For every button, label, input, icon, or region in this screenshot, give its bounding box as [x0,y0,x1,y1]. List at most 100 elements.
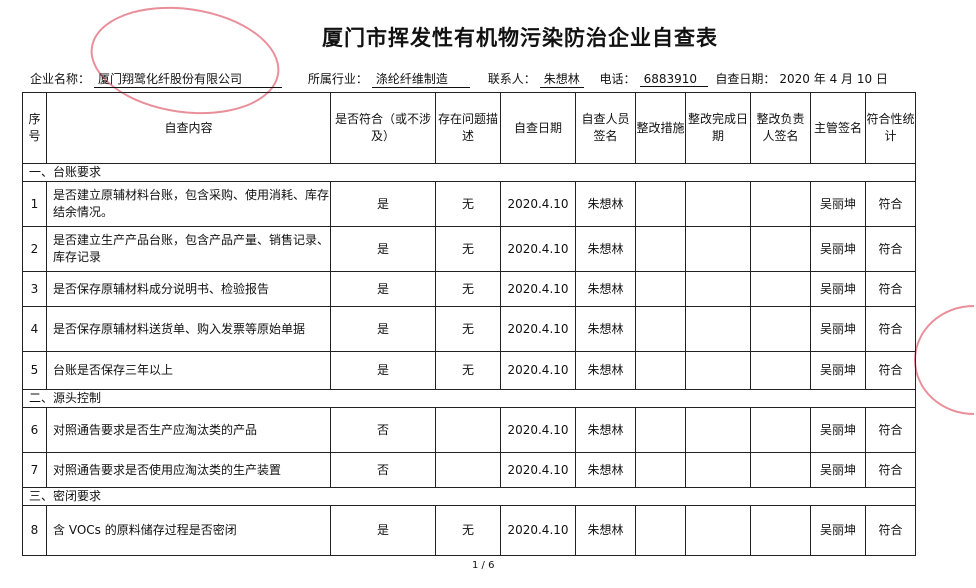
cell-content: 含 VOCs 的原料储存过程是否密闭 [46,505,331,556]
cell-supervisor: 吴丽坤 [810,226,866,272]
industry-label: 所属行业： [307,72,368,86]
company-label: 企业名称： [30,72,91,86]
contact: 朱想林 [539,70,584,88]
cell-issue: 无 [435,181,501,227]
cell-no: 7 [22,452,47,488]
cell-inspector: 朱想林 [575,452,636,488]
cell-date: 2020.4.10 [500,181,576,227]
cell-empty [635,351,686,390]
section-title: 三、密闭要求 [22,487,916,506]
info-line: 企业名称： 厦门翔鹭化纤股份有限公司 所属行业： 涤纶纤维制造 联系人： 朱想林 电话… [30,70,892,88]
cell-inspector: 朱想林 [575,271,636,307]
contact-label: 联系人： [487,72,536,86]
column-header: 存在问题描述 [435,92,501,164]
table-row: 2 是否建立生产产品台账，包含产品产量、销售记录、库存记录是无 2020.4.10 朱… [22,226,916,272]
cell-empty [750,407,811,453]
inspection-date: 2020 年 4 月 10 日 [779,72,888,86]
cell-empty [685,351,751,390]
cell-empty [635,505,686,556]
cell-no: 5 [22,351,47,390]
cell-date: 2020.4.10 [500,505,576,556]
page-title: 厦门市挥发性有机物污染防治企业自查表 [322,26,718,50]
cell-issue: 无 [435,271,501,307]
cell-date: 2020.4.10 [500,226,576,272]
cell-empty [750,181,811,227]
cell-date: 2020.4.10 [500,271,576,307]
cell-inspector: 朱想林 [575,306,636,352]
cell-comply: 是 [330,351,436,390]
cell-date: 2020.4.10 [500,407,576,453]
column-header: 主管签名 [810,92,866,164]
date-label: 自查日期： [715,72,776,86]
section-row: 一、台账要求 [22,163,916,182]
cell-empty [750,505,811,556]
cell-stat: 符合 [865,407,916,453]
cell-empty [635,306,686,352]
cell-inspector: 朱想林 [575,226,636,272]
column-header: 自查日期 [500,92,576,164]
cell-date: 2020.4.10 [500,452,576,488]
cell-empty [685,306,751,352]
cell-content: 是否保存原辅材料成分说明书、检验报告 [46,271,331,307]
cell-inspector: 朱想林 [575,181,636,227]
cell-empty [750,226,811,272]
cell-empty [635,407,686,453]
company-seal-right [914,305,974,415]
cell-empty [685,181,751,227]
column-header: 自查人员签名 [575,92,636,164]
cell-empty [750,306,811,352]
section-title: 二、源头控制 [22,389,916,408]
cell-supervisor: 吴丽坤 [810,407,866,453]
cell-empty [685,505,751,556]
column-header: 是否符合（或不涉及） [330,92,436,164]
cell-comply: 否 [330,407,436,453]
column-header: 整改措施 [635,92,686,164]
table-row: 4 是否保存原辅材料送货单、购入发票等原始单据是无 2020.4.10 朱想林 吴丽坤符… [22,306,916,352]
table-row: 5 台账是否保存三年以上是无 2020.4.10 朱想林 吴丽坤 符合 [22,351,916,390]
cell-comply: 是 [330,505,436,556]
cell-comply: 是 [330,306,436,352]
cell-empty [635,452,686,488]
cell-empty [635,181,686,227]
cell-issue [435,452,501,488]
page-number: 1 / 6 [472,560,495,571]
cell-empty [750,351,811,390]
cell-date: 2020.4.10 [500,306,576,352]
cell-no: 2 [22,226,47,272]
cell-stat: 符合 [865,181,916,227]
cell-supervisor: 吴丽坤 [810,505,866,556]
cell-empty [750,452,811,488]
cell-inspector: 朱想林 [575,505,636,556]
cell-date: 2020.4.10 [500,351,576,390]
table-row: 7 对照通告要求是否使用应淘汰类的生产装置否 2020.4.10 朱想林 吴丽坤 符合 [22,452,916,488]
cell-supervisor: 吴丽坤 [810,271,866,307]
column-header: 符合性统计 [865,92,916,164]
table-row: 6 对照通告要求是否生产应淘汰类的产品否 2020.4.10 朱想林 吴丽坤 符合 [22,407,916,453]
cell-no: 6 [22,407,47,453]
cell-empty [635,226,686,272]
column-header: 自查内容 [46,92,331,164]
cell-stat: 符合 [865,271,916,307]
phone-label: 电话： [599,72,636,86]
cell-stat: 符合 [865,452,916,488]
cell-issue: 无 [435,505,501,556]
cell-content: 是否建立原辅材料台账，包含采购、使用消耗、库存结余情况。 [46,181,331,227]
cell-empty [685,226,751,272]
table-row: 1 是否建立原辅材料台账，包含采购、使用消耗、库存结余情况。是无 2020.4.10… [22,181,916,227]
section-row: 三、密闭要求 [22,487,916,506]
cell-content: 是否保存原辅材料送货单、购入发票等原始单据 [46,306,331,352]
cell-supervisor: 吴丽坤 [810,351,866,390]
cell-supervisor: 吴丽坤 [810,452,866,488]
cell-inspector: 朱想林 [575,351,636,390]
phone: 6883910 [639,72,708,87]
column-header: 整改完成日期 [685,92,751,164]
cell-empty [685,407,751,453]
cell-issue: 无 [435,351,501,390]
cell-comply: 是 [330,226,436,272]
cell-content: 是否建立生产产品台账，包含产品产量、销售记录、库存记录 [46,226,331,272]
cell-stat: 符合 [865,505,916,556]
cell-issue [435,407,501,453]
column-header: 整改负责人签名 [750,92,811,164]
cell-stat: 符合 [865,226,916,272]
